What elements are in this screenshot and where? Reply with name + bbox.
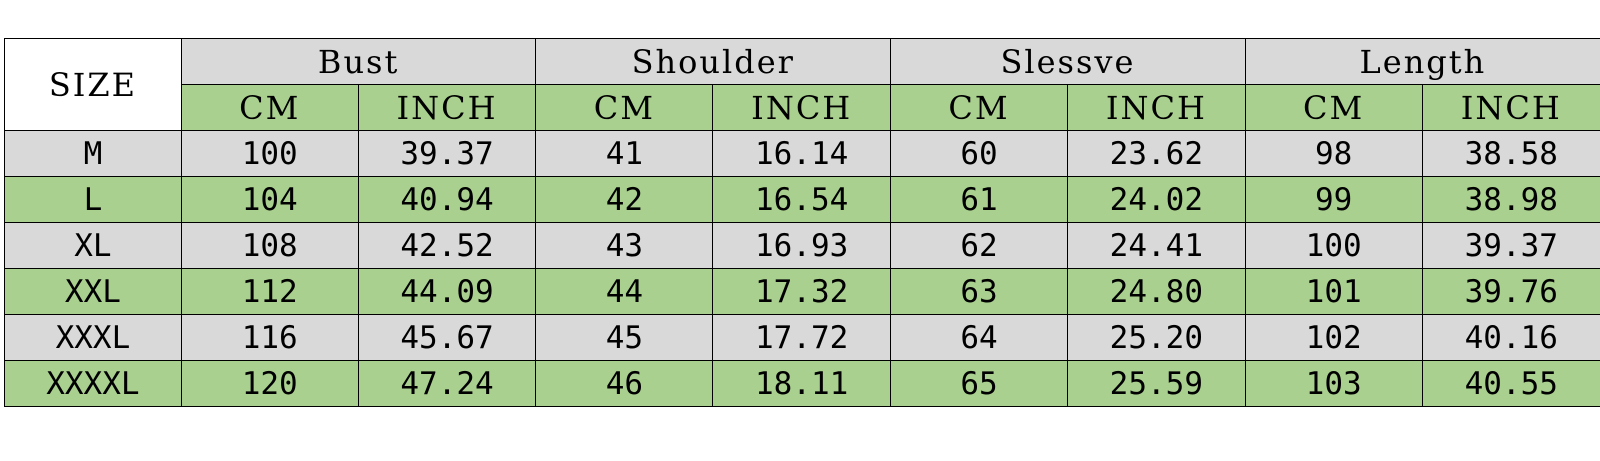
- table-row: XXXL 116 45.67 45 17.72 64 25.20 102 40.…: [4, 314, 1600, 361]
- unit-header-inch: INCH: [357, 84, 537, 131]
- shoulder-cm-cell: 44: [535, 268, 714, 315]
- bust-inch-cell: 42.52: [357, 222, 537, 269]
- unit-header-cm: CM: [1244, 84, 1423, 131]
- sleeve-inch-cell: 24.41: [1066, 222, 1246, 269]
- sleeve-cm-cell: 62: [890, 222, 1068, 269]
- bust-inch-cell: 40.94: [357, 176, 537, 223]
- size-header: SIZE: [4, 38, 182, 131]
- sleeve-cm-cell: 60: [890, 130, 1068, 177]
- length-cm-cell: 102: [1244, 314, 1423, 361]
- unit-header-inch: INCH: [712, 84, 892, 131]
- shoulder-cm-cell: 41: [535, 130, 714, 177]
- shoulder-inch-cell: 18.11: [712, 360, 892, 407]
- shoulder-inch-cell: 16.93: [712, 222, 892, 269]
- bust-inch-cell: 44.09: [357, 268, 537, 315]
- length-cm-cell: 100: [1244, 222, 1423, 269]
- size-cell: XXXL: [4, 314, 182, 361]
- length-cm-cell: 98: [1244, 130, 1423, 177]
- unit-header-row: CM INCH CM INCH CM INCH CM INCH: [5, 84, 1600, 131]
- length-inch-cell: 39.76: [1421, 268, 1600, 315]
- bust-inch-cell: 39.37: [357, 130, 537, 177]
- length-inch-cell: 38.98: [1421, 176, 1600, 223]
- table-row: XL 108 42.52 43 16.93 62 24.41 100 39.37: [4, 222, 1600, 269]
- length-inch-cell: 40.55: [1421, 360, 1600, 407]
- unit-header-cm: CM: [890, 84, 1068, 131]
- unit-header-inch: INCH: [1421, 84, 1600, 131]
- group-header-bust: Bust: [180, 38, 537, 85]
- shoulder-cm-cell: 45: [535, 314, 714, 361]
- size-chart-table: SIZE Bust Shoulder Slessve Length CM INC…: [4, 38, 1600, 407]
- group-header-shoulder: Shoulder: [535, 38, 892, 85]
- group-header-length: Length: [1244, 38, 1600, 85]
- shoulder-inch-cell: 17.32: [712, 268, 892, 315]
- sleeve-cm-cell: 63: [890, 268, 1068, 315]
- shoulder-cm-cell: 42: [535, 176, 714, 223]
- sleeve-inch-cell: 25.20: [1066, 314, 1246, 361]
- group-header-row: SIZE Bust Shoulder Slessve Length: [4, 38, 1600, 131]
- shoulder-inch-cell: 16.14: [712, 130, 892, 177]
- bust-cm-cell: 100: [180, 130, 359, 177]
- size-cell: XXL: [4, 268, 182, 315]
- unit-header-cm: CM: [180, 84, 359, 131]
- size-cell: M: [4, 130, 182, 177]
- size-cell: XL: [4, 222, 182, 269]
- sleeve-inch-cell: 24.80: [1066, 268, 1246, 315]
- sleeve-inch-cell: 24.02: [1066, 176, 1246, 223]
- sleeve-cm-cell: 61: [890, 176, 1068, 223]
- bust-inch-cell: 47.24: [357, 360, 537, 407]
- table-row: XXL 112 44.09 44 17.32 63 24.80 101 39.7…: [4, 268, 1600, 315]
- shoulder-inch-cell: 17.72: [712, 314, 892, 361]
- bust-cm-cell: 120: [180, 360, 359, 407]
- length-inch-cell: 39.37: [1421, 222, 1600, 269]
- unit-header-inch: INCH: [1066, 84, 1246, 131]
- length-inch-cell: 40.16: [1421, 314, 1600, 361]
- sleeve-inch-cell: 23.62: [1066, 130, 1246, 177]
- bust-cm-cell: 108: [180, 222, 359, 269]
- sleeve-cm-cell: 64: [890, 314, 1068, 361]
- bust-inch-cell: 45.67: [357, 314, 537, 361]
- bust-cm-cell: 104: [180, 176, 359, 223]
- table-row: XXXXL 120 47.24 46 18.11 65 25.59 103 40…: [4, 360, 1600, 407]
- length-cm-cell: 99: [1244, 176, 1423, 223]
- sleeve-inch-cell: 25.59: [1066, 360, 1246, 407]
- unit-header-cm: CM: [535, 84, 714, 131]
- shoulder-cm-cell: 43: [535, 222, 714, 269]
- shoulder-inch-cell: 16.54: [712, 176, 892, 223]
- sleeve-cm-cell: 65: [890, 360, 1068, 407]
- bust-cm-cell: 112: [180, 268, 359, 315]
- table-row: M 100 39.37 41 16.14 60 23.62 98 38.58: [4, 130, 1600, 177]
- length-inch-cell: 38.58: [1421, 130, 1600, 177]
- length-cm-cell: 103: [1244, 360, 1423, 407]
- size-cell: XXXXL: [4, 360, 182, 407]
- length-cm-cell: 101: [1244, 268, 1423, 315]
- size-cell: L: [4, 176, 182, 223]
- bust-cm-cell: 116: [180, 314, 359, 361]
- shoulder-cm-cell: 46: [535, 360, 714, 407]
- group-header-sleeve: Slessve: [890, 38, 1246, 85]
- table-row: L 104 40.94 42 16.54 61 24.02 99 38.98: [4, 176, 1600, 223]
